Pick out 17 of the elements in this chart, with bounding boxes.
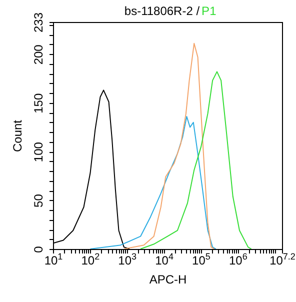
y-tick-label: 150	[32, 93, 46, 114]
y-axis-title: Count	[10, 119, 24, 152]
x-tick-label: 10$^{3}$	[118, 252, 137, 268]
y-tick-label: 50	[32, 194, 46, 208]
text: P1	[202, 4, 217, 18]
x-tick-label: 10$^{2}$	[81, 252, 100, 268]
x-tick-label: 10$^{7.2}$	[270, 252, 296, 268]
x-axis-title: APC-H	[149, 272, 187, 286]
chart-title: bs-11806R-2 /	[124, 4, 200, 18]
x-tick-label: 10$^{4}$	[155, 252, 174, 268]
y-tick-label: 0	[32, 246, 46, 253]
x-tick-label: 10$^{5}$	[192, 252, 210, 268]
y-tick-label: 233	[32, 12, 46, 33]
y-tick-label: 100	[32, 142, 46, 162]
y-tick-label: 200	[32, 44, 46, 65]
x-tick-label: 10$^{1}$	[44, 252, 63, 268]
x-tick-label: 10$^{6}$	[228, 252, 248, 268]
